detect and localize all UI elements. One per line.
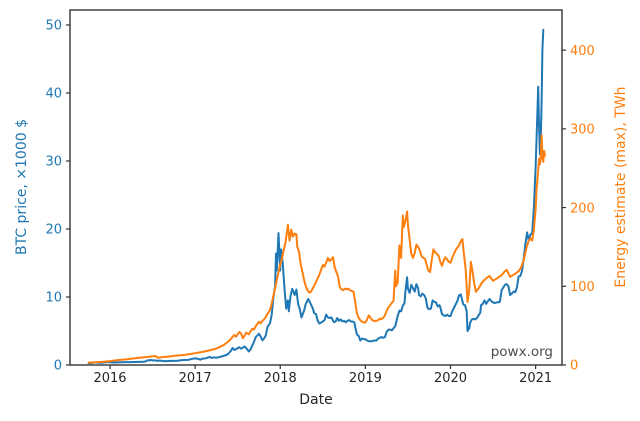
left-y-tick-label: 40 <box>45 87 62 102</box>
right-y-tick-label: 200 <box>570 201 595 216</box>
left-y-tick-label: 0 <box>54 359 62 374</box>
left-y-tick-label: 10 <box>45 291 62 306</box>
right-y-tick-label: 300 <box>570 123 595 138</box>
left-y-tick-label: 20 <box>45 223 62 238</box>
energy-estimate-line <box>87 134 546 364</box>
x-tick-label: 2020 <box>434 371 467 386</box>
plot-border <box>69 9 563 366</box>
x-tick-label: 2021 <box>519 371 552 386</box>
right-y-tick-label: 0 <box>570 359 578 374</box>
x-tick-label: 2019 <box>349 371 382 386</box>
right-y-tick-label: 400 <box>570 44 595 59</box>
left-y-tick-label: 30 <box>45 155 62 170</box>
btc-price-line <box>87 28 545 365</box>
left-y-tick-label: 50 <box>45 19 62 34</box>
x-tick-label: 2018 <box>264 371 297 386</box>
x-tick-label: 2017 <box>179 371 212 386</box>
right-y-tick-label: 100 <box>570 280 595 295</box>
x-tick-label: 2016 <box>93 371 126 386</box>
